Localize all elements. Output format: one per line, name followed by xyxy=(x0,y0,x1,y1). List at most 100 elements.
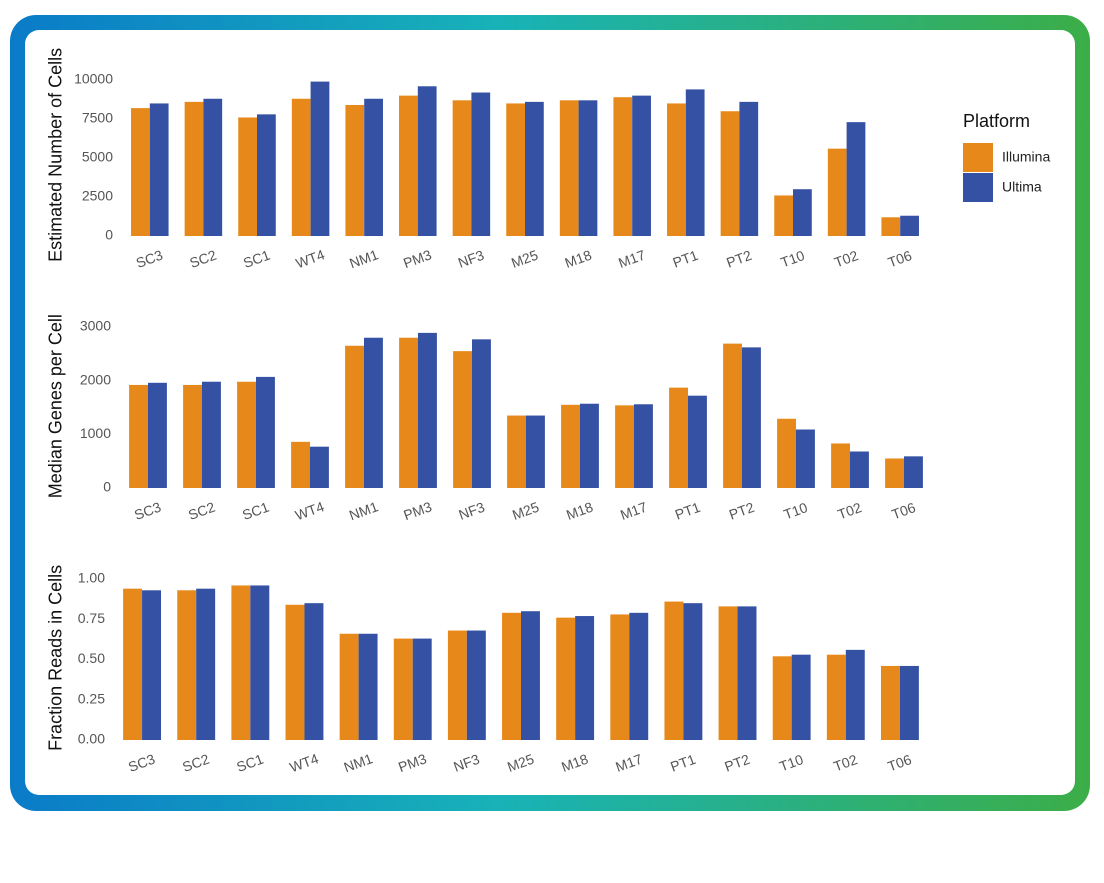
bar xyxy=(184,101,204,236)
bar xyxy=(339,633,359,740)
bar xyxy=(899,665,919,740)
y-tick-label: 0.25 xyxy=(78,690,105,706)
bar xyxy=(827,148,847,236)
y-tick-label: 1000 xyxy=(80,425,111,441)
bar xyxy=(575,616,595,740)
legend-label: Ultima xyxy=(1002,179,1042,195)
bar xyxy=(791,654,811,740)
bar xyxy=(774,195,793,236)
bar xyxy=(613,97,633,236)
bar xyxy=(881,217,901,236)
bar xyxy=(506,103,525,236)
bar xyxy=(471,92,491,236)
bar xyxy=(291,441,310,488)
bar xyxy=(561,404,580,488)
bar xyxy=(664,601,684,740)
y-tick-label: 0.00 xyxy=(78,731,105,747)
bar xyxy=(685,89,705,237)
y-tick-label: 0.75 xyxy=(78,610,105,626)
bar xyxy=(364,337,383,488)
bar xyxy=(737,606,757,740)
y-tick-label: 10000 xyxy=(74,71,113,87)
x-tick-label: T10 xyxy=(777,751,805,774)
y-tick-label: 0 xyxy=(103,479,111,495)
bar xyxy=(310,81,330,236)
legend-label: Illumina xyxy=(1002,149,1050,165)
y-tick-label: 0 xyxy=(105,227,113,243)
bar xyxy=(304,603,324,740)
bar xyxy=(669,387,688,488)
bar xyxy=(142,590,162,740)
bar xyxy=(559,100,579,236)
bar xyxy=(556,617,576,740)
bar xyxy=(526,415,545,488)
y-axis-title: Estimated Number of Cells xyxy=(46,48,66,262)
x-tick-label: T02 xyxy=(835,499,863,522)
y-tick-label: 7500 xyxy=(82,110,113,126)
bar xyxy=(880,665,900,740)
bar xyxy=(578,100,598,236)
x-tick-label: T02 xyxy=(831,751,859,774)
bar xyxy=(452,100,472,236)
x-tick-label: T06 xyxy=(885,751,913,774)
bar xyxy=(238,117,257,236)
bar xyxy=(632,95,651,236)
y-tick-label: 2000 xyxy=(80,371,111,387)
x-tick-label: T06 xyxy=(886,247,914,270)
x-tick-label: T10 xyxy=(778,247,806,270)
bar xyxy=(257,114,276,236)
bar xyxy=(900,215,919,236)
bar xyxy=(683,603,703,740)
bar xyxy=(507,415,526,488)
bar xyxy=(845,649,865,740)
y-axis-title: Fraction Reads in Cells xyxy=(46,565,66,751)
bar xyxy=(177,590,197,740)
bar xyxy=(739,101,759,236)
legend-swatch xyxy=(963,143,993,172)
bar xyxy=(667,103,686,236)
bar xyxy=(285,604,305,740)
panel-background xyxy=(25,30,1075,795)
bar xyxy=(634,404,653,488)
bar xyxy=(364,98,383,236)
bar xyxy=(412,638,432,740)
y-tick-label: 0.50 xyxy=(78,650,105,666)
x-tick-label: T06 xyxy=(889,499,917,522)
bar xyxy=(291,98,311,236)
bar xyxy=(846,122,866,236)
bar xyxy=(525,101,544,236)
bar xyxy=(453,351,472,488)
legend-title: Platform xyxy=(963,111,1030,131)
bar xyxy=(149,103,169,236)
bar xyxy=(472,339,491,488)
bar xyxy=(580,403,599,488)
bar xyxy=(399,95,418,236)
bar xyxy=(131,108,150,236)
x-tick-label: T10 xyxy=(781,499,809,522)
bar xyxy=(393,638,413,740)
bar xyxy=(521,611,540,740)
bar xyxy=(615,405,634,488)
bar xyxy=(358,633,378,740)
bar xyxy=(345,345,364,488)
bar xyxy=(447,630,467,740)
bar xyxy=(250,585,270,740)
bar xyxy=(466,630,486,740)
bar xyxy=(826,654,846,740)
bar xyxy=(202,381,221,488)
bar xyxy=(793,189,812,236)
bar xyxy=(399,337,418,488)
bar xyxy=(831,443,850,488)
bar xyxy=(610,614,630,740)
bar xyxy=(231,585,251,740)
y-axis-title: Median Genes per Cell xyxy=(46,314,66,498)
bar xyxy=(904,456,923,488)
bar xyxy=(720,111,740,236)
y-tick-label: 3000 xyxy=(80,318,111,334)
bar xyxy=(129,384,148,488)
bar xyxy=(718,606,738,740)
bar xyxy=(418,332,437,488)
bar xyxy=(123,588,143,740)
